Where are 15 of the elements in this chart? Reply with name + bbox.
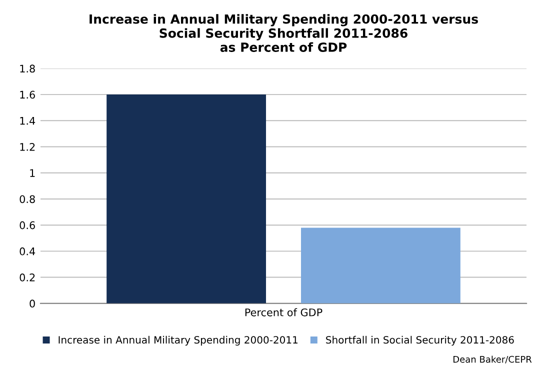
x-tick-label: Percent of GDP — [245, 308, 322, 316]
y-tick-label: 0 — [30, 300, 35, 308]
legend-label: Increase in Annual Military Spending 2000-2011 — [58, 336, 298, 346]
text: Dean Baker/CEPR — [454, 356, 532, 364]
y-tick-label: 1.6 — [20, 90, 35, 99]
y-tick-label: 0.4 — [20, 247, 36, 256]
chart-title: Increase in Annual Military Spending 2000-2011 versus Social Security Shortfall 2011-2086 as Percent of GDP — [90, 14, 478, 52]
y-tick-label: 0.2 — [20, 274, 35, 282]
y-tick-label: 1.2 — [20, 142, 35, 151]
y-tick-label: 0.8 — [20, 195, 35, 204]
legend-label: Shortfall in Social Security 2011-2086 — [326, 336, 514, 346]
y-tick-label: 1.8 — [20, 64, 35, 73]
y-tick-label: 0.6 — [20, 221, 35, 230]
y-tick-label: 1.4 — [20, 117, 36, 125]
y-tick-label: 1 — [30, 169, 35, 177]
